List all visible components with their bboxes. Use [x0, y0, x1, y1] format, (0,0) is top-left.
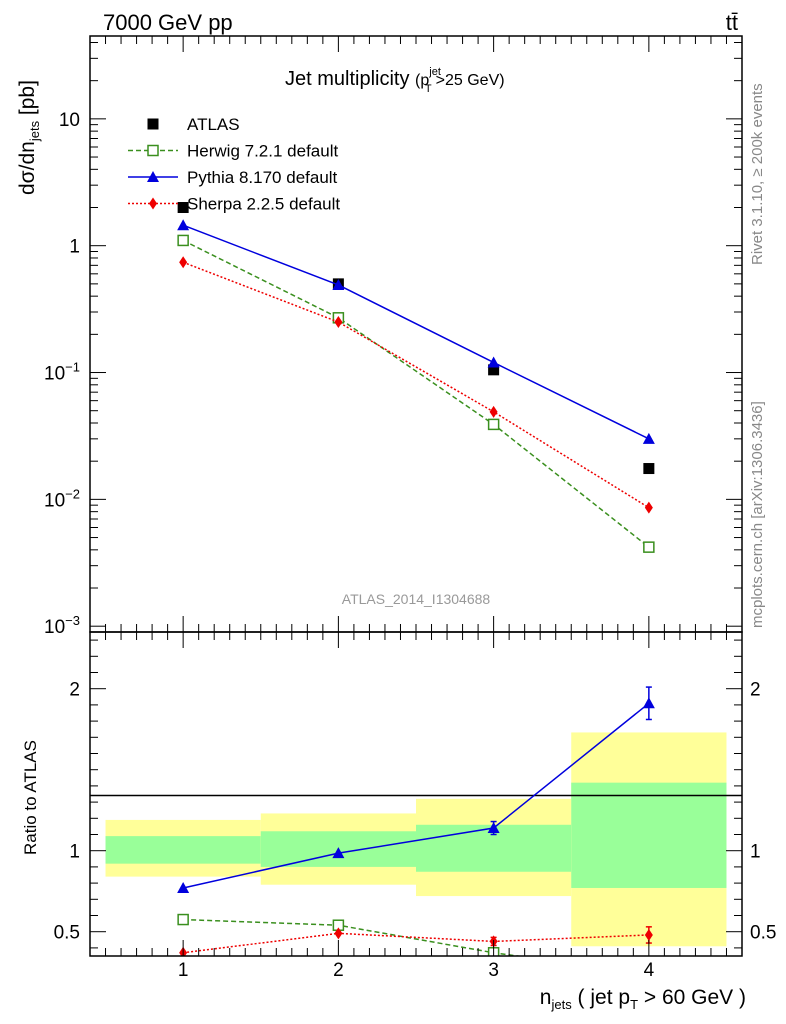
- main-y-tick-label: 10−2: [44, 486, 80, 511]
- ratio-stat-uncertainty-band: [105, 836, 261, 864]
- ratio-point-sherpa-2-2-5-default: [644, 928, 653, 941]
- legend-label-herwig-7-2-1-default: Herwig 7.2.1 default: [187, 142, 338, 161]
- main-point-atlas: [488, 364, 500, 376]
- x-axis-label: njets ( jet pT > 60 GeV ): [540, 986, 746, 1012]
- ratio-series-line-herwig-7-2-1-default: [183, 918, 524, 956]
- main-point-sherpa-2-2-5-default: [334, 316, 343, 329]
- ratio-series-line-sherpa-2-2-5-default: [183, 932, 649, 954]
- ratio-point-herwig-7-2-1-default: [177, 913, 189, 926]
- ratio-y-tick-label-right: 2: [750, 680, 761, 701]
- main-y-axis-label: dσ/dnjets [pb]: [16, 80, 42, 195]
- ratio-y-tick-label-left: 0.5: [54, 923, 80, 944]
- main-point-pythia-8-170-default: [642, 432, 655, 444]
- legend-label-pythia-8-170-default: Pythia 8.170 default: [187, 168, 338, 187]
- ratio-point-pythia-8-170-default: [332, 847, 345, 859]
- mcplots-reference-label: mcplots.cern.ch [arXiv:1306.3436]: [749, 401, 766, 628]
- ratio-panel: 0.5 0.5 1 1 2 2 1 2 3 4 Ratio to ATLAS njets ( je…: [21, 631, 776, 1012]
- main-point-herwig-7-2-1-default: [487, 418, 500, 431]
- main-point-pythia-8-170-default: [332, 278, 345, 290]
- main-y-tick-label: 10: [59, 110, 80, 131]
- ratio-y-tick-label-left: 2: [69, 680, 80, 701]
- ratio-point-pythia-8-170-default: [487, 822, 500, 834]
- main-y-tick-label: 1: [69, 237, 80, 258]
- main-point-herwig-7-2-1-default: [177, 234, 189, 247]
- legend-label-atlas: ATLAS: [187, 115, 240, 134]
- main-series-line-herwig-7-2-1-default: [182, 239, 650, 548]
- legend-marker-pythia-8-170-default: [147, 171, 159, 182]
- ratio-point-pythia-8-170-default: [642, 697, 655, 709]
- ratio-y-tick-label-left: 1: [69, 842, 80, 863]
- main-y-tick-label: 10−3: [44, 613, 80, 638]
- main-series-line-pythia-8-170-default: [182, 224, 650, 440]
- legend-marker-herwig-7-2-1-default: [147, 144, 159, 157]
- legend: ATLAS Herwig 7.2.1 default Pythia 8.170 de…: [128, 115, 340, 214]
- main-point-sherpa-2-2-5-default: [489, 405, 498, 418]
- main-point-atlas: [643, 463, 655, 475]
- x-tick-label: 2: [333, 960, 344, 981]
- ratio-point-pythia-8-170-default: [177, 881, 190, 893]
- ratio-point-sherpa-2-2-5-default: [334, 927, 343, 940]
- rivet-version-label: Rivet 3.1.10, ≥ 200k events: [749, 83, 766, 265]
- main-series-line-sherpa-2-2-5-default: [182, 261, 650, 509]
- main-y-tick-label: 10−1: [44, 360, 80, 385]
- ratio-y-tick-label-right: 0.5: [750, 923, 776, 944]
- x-tick-label: 4: [644, 960, 655, 981]
- x-tick-label: 3: [488, 960, 499, 981]
- main-point-herwig-7-2-1-default: [643, 541, 655, 553]
- ratio-y-tick-label-right: 1: [750, 842, 761, 863]
- legend-marker-atlas: [147, 118, 159, 130]
- main-point-atlas: [177, 202, 189, 214]
- header-collision-label: 7000 GeV pp: [103, 10, 233, 35]
- main-point-pythia-8-170-default: [487, 356, 500, 368]
- analysis-watermark: ATLAS_2014_I1304688: [342, 591, 491, 607]
- main-title: Jet multiplicity (pjet T >25 GeV): [285, 66, 505, 95]
- legend-marker-sherpa-2-2-5-default: [149, 197, 157, 210]
- ratio-stat-uncertainty-band: [571, 782, 727, 888]
- x-tick-label: 1: [178, 960, 189, 981]
- main-point-sherpa-2-2-5-default: [179, 256, 188, 269]
- ratio-series-line-pythia-8-170-default: [182, 702, 650, 889]
- main-panel: 10−3 10−2 10−1 1 10 Jet multiplicity (pjet T >…: [16, 35, 743, 638]
- header-process-label: tt̄: [726, 10, 738, 35]
- ratio-y-axis-label: Ratio to ATLAS: [21, 740, 40, 855]
- main-point-pythia-8-170-default: [177, 219, 190, 231]
- legend-label-sherpa-2-2-5-default: Sherpa 2.2.5 default: [187, 195, 340, 214]
- main-point-sherpa-2-2-5-default: [644, 501, 653, 514]
